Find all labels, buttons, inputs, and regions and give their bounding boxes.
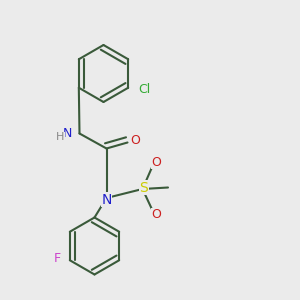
Text: Cl: Cl [138, 83, 150, 96]
Text: H: H [56, 132, 64, 142]
Text: N: N [63, 127, 72, 140]
Text: O: O [130, 134, 140, 148]
Text: F: F [54, 252, 61, 265]
Text: S: S [140, 181, 148, 194]
Text: O: O [151, 155, 161, 169]
Text: O: O [151, 208, 161, 221]
Text: N: N [101, 193, 112, 206]
